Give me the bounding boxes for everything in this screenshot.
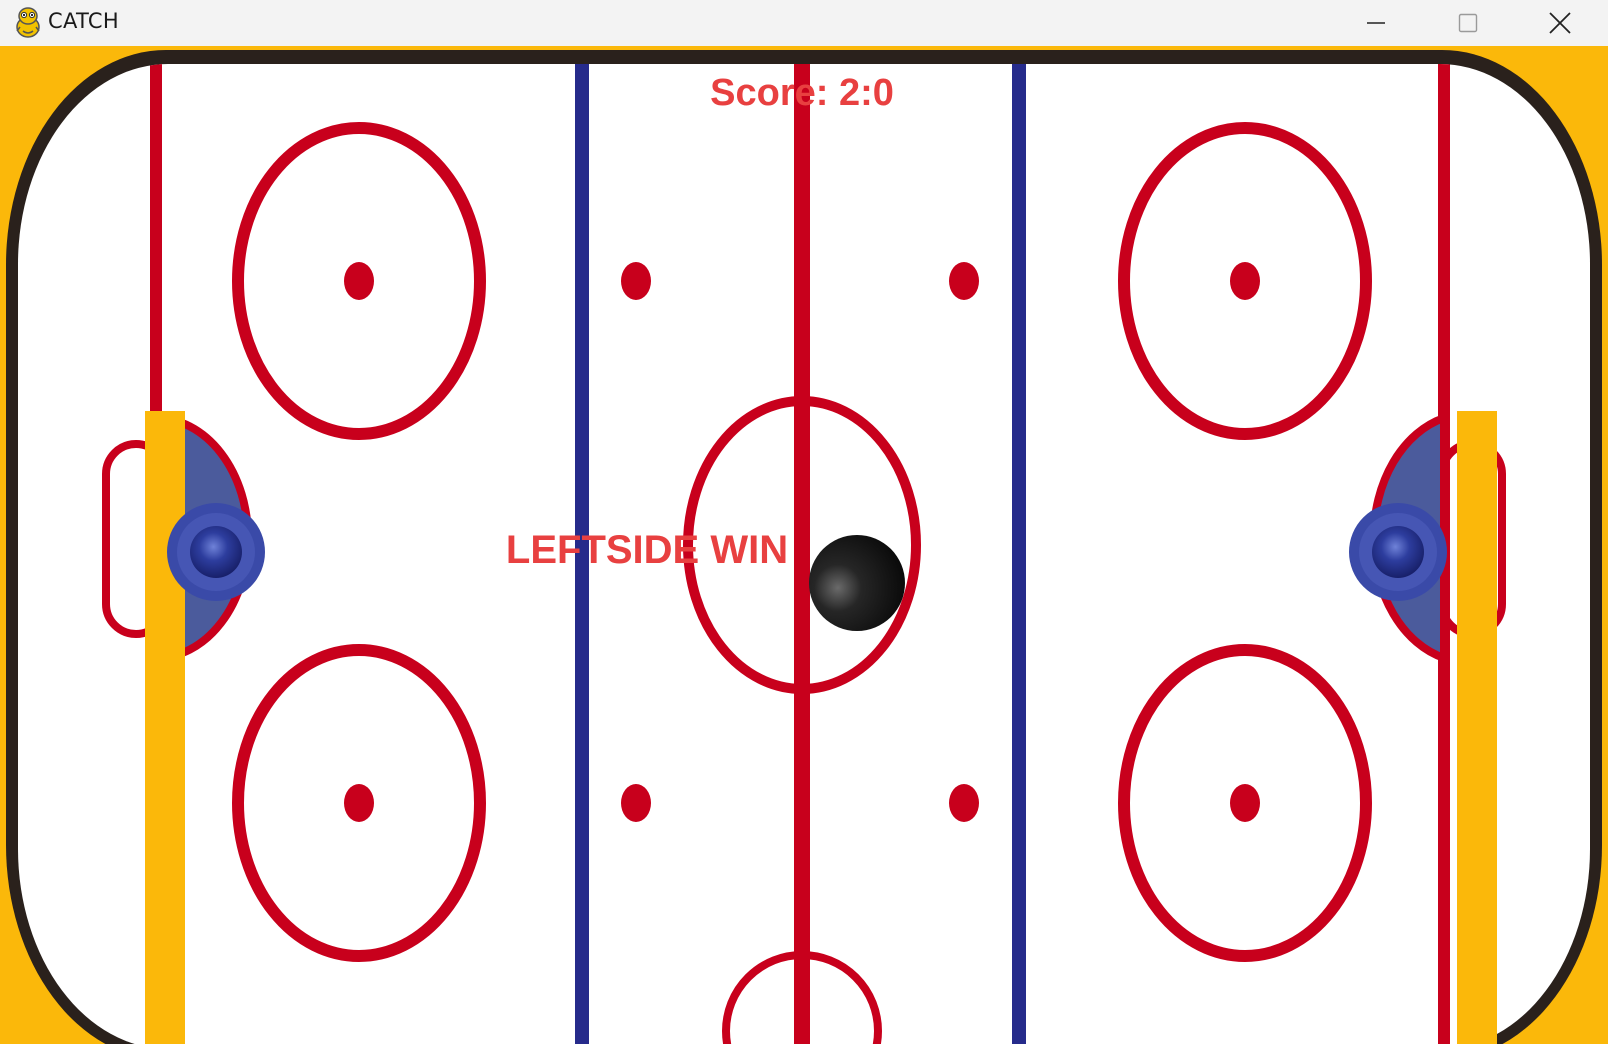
left-blue-line: [575, 64, 589, 1044]
faceoff-dots: [344, 262, 1260, 822]
faceoff-dot: [344, 784, 374, 822]
center-faceoff-circle: [683, 396, 921, 694]
center-red-line: [794, 64, 810, 1044]
faceoff-dot: [1230, 784, 1260, 822]
faceoff-circle-top-left: [232, 122, 486, 440]
right-striker: [1349, 503, 1447, 601]
close-icon: [1549, 12, 1571, 34]
title-bar[interactable]: CATCH: [0, 0, 1608, 46]
faceoff-dot: [344, 262, 374, 300]
maximize-icon: [1458, 13, 1478, 33]
faceoff-dot: [949, 784, 979, 822]
result-text: LEFTSIDE WIN: [506, 528, 788, 572]
puck: [809, 535, 905, 631]
score-text: Score: 2:0: [710, 72, 894, 114]
minimize-icon: [1367, 22, 1385, 24]
right-paddle: [1457, 411, 1497, 1044]
faceoff-circle-bottom-right: [1118, 644, 1372, 962]
close-button[interactable]: [1514, 0, 1606, 46]
faceoff-dot: [1230, 262, 1260, 300]
right-blue-line: [1012, 64, 1026, 1044]
window-title: CATCH: [48, 9, 119, 33]
left-paddle: [145, 411, 185, 1044]
faceoff-dot: [621, 262, 651, 300]
faceoff-dot: [949, 262, 979, 300]
hockey-rink: Score: 2:0 LEFTSIDE WIN: [0, 46, 1608, 1044]
faceoff-circle-bottom-left: [232, 644, 486, 962]
minimize-button[interactable]: [1330, 0, 1422, 46]
faceoff-dot: [621, 784, 651, 822]
referee-crease: [722, 951, 882, 1044]
faceoff-circle-top-right: [1118, 122, 1372, 440]
left-striker: [167, 503, 265, 601]
maximize-button[interactable]: [1422, 0, 1514, 46]
pygame-snake-icon: [16, 7, 40, 38]
game-canvas[interactable]: Score: 2:0 LEFTSIDE WIN: [0, 46, 1608, 1044]
